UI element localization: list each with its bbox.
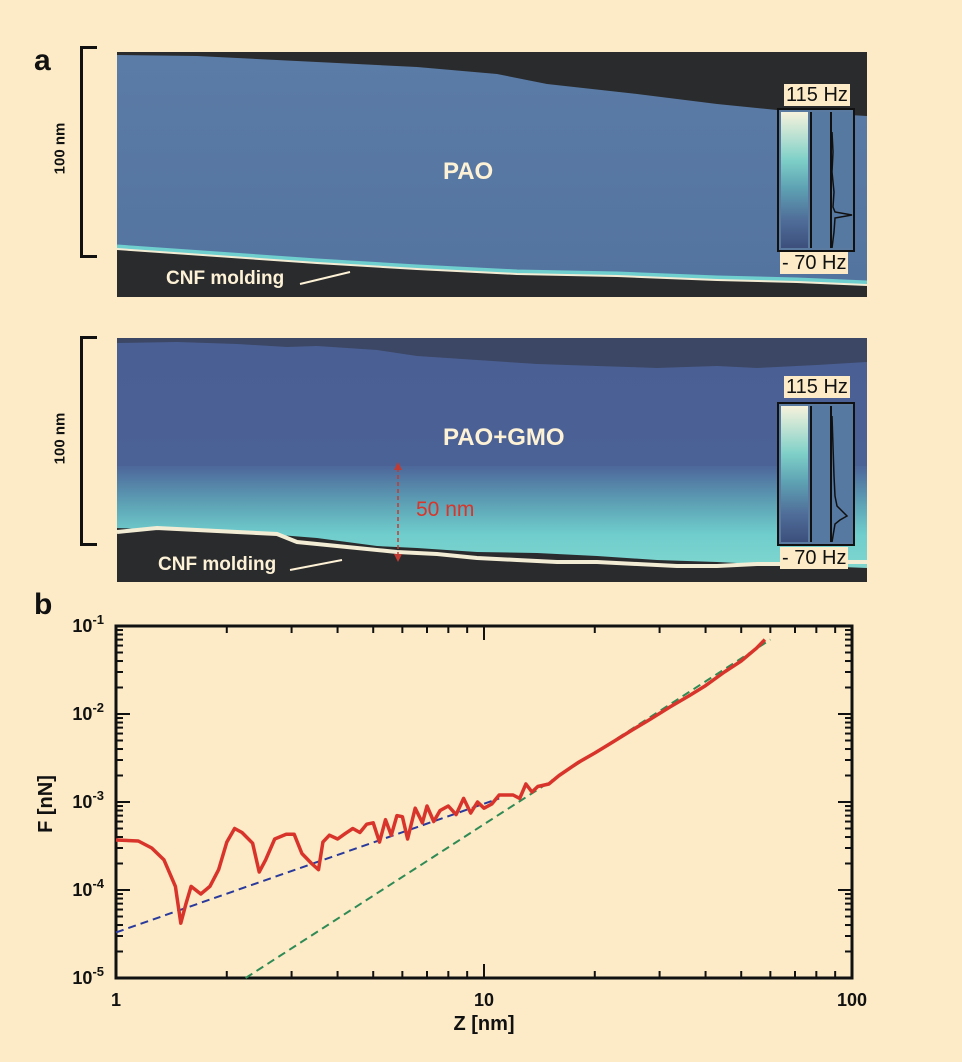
colorbar-2	[777, 402, 855, 546]
fit-line-green	[245, 638, 771, 979]
y-tick-label: 10-5	[72, 964, 104, 988]
x-axis-ticks: 1 10 100	[111, 626, 867, 1010]
x-tick-label: 100	[837, 990, 867, 1010]
layer-thickness-arrow	[394, 462, 402, 562]
molding-label-1: CNF molding	[166, 268, 285, 289]
colorbar-gradient-1	[781, 112, 808, 248]
x-axis-title: Z [nm]	[453, 1013, 514, 1035]
pao-molding-edge	[117, 244, 867, 286]
y-tick-label: 10-2	[72, 700, 104, 724]
colorbar-min-label-1: - 70 Hz	[780, 252, 849, 274]
layer-thickness-label: 50 nm	[416, 498, 475, 521]
molding-label-2: CNF molding	[158, 554, 277, 575]
panel-a-letter: a	[34, 44, 51, 77]
colorbar-1	[777, 108, 855, 252]
colorbar-max-label-1: 115 Hz	[784, 84, 850, 106]
x-tick-label: 10	[474, 990, 494, 1010]
scale-bar-1	[80, 46, 97, 258]
material-label-pao: PAO	[443, 158, 494, 185]
plot-frame	[114, 624, 854, 980]
y-tick-label: 10-4	[72, 876, 104, 900]
pao-liquid-region	[117, 55, 867, 282]
panel-b-letter: b	[34, 588, 53, 621]
series-layer	[115, 638, 771, 979]
y-tick-label: 10-1	[72, 612, 104, 636]
scale-label-1: 100 nm	[51, 122, 69, 175]
force-distance-chart: 1 10 100 10-5 10-4 10-3 10-2 10-1 Z [nm] F [nN…	[35, 612, 867, 1035]
y-tick-label: 10-3	[72, 788, 104, 812]
afm-image-pao	[117, 52, 867, 297]
y-axis-title: F [nN]	[35, 775, 57, 833]
material-label-pao-gmo: PAO+GMO	[443, 424, 565, 451]
measured-force-curve	[115, 638, 767, 925]
afm-image-pao-gmo-svg	[117, 338, 867, 568]
colorbar-max-label-2: 115 Hz	[784, 376, 850, 398]
fit-line-blue	[115, 797, 500, 934]
molding-pointer-2	[289, 559, 343, 571]
colorbar-min-label-2: - 70 Hz	[780, 547, 849, 569]
colorbar-histogram-1	[810, 112, 853, 248]
scale-bar-2	[80, 336, 97, 546]
x-tick-label: 1	[111, 990, 121, 1010]
molding-pointer-1	[299, 271, 351, 285]
colorbar-histogram-2	[810, 406, 853, 542]
colorbar-gradient-2	[781, 406, 808, 542]
y-axis-ticks: 10-5 10-4 10-3 10-2 10-1	[72, 612, 852, 988]
scale-label-2: 100 nm	[51, 412, 69, 465]
afm-image-pao-svg	[117, 55, 867, 286]
afm-image-pao-gmo	[117, 338, 867, 582]
gmo-molding-edge	[117, 525, 867, 568]
